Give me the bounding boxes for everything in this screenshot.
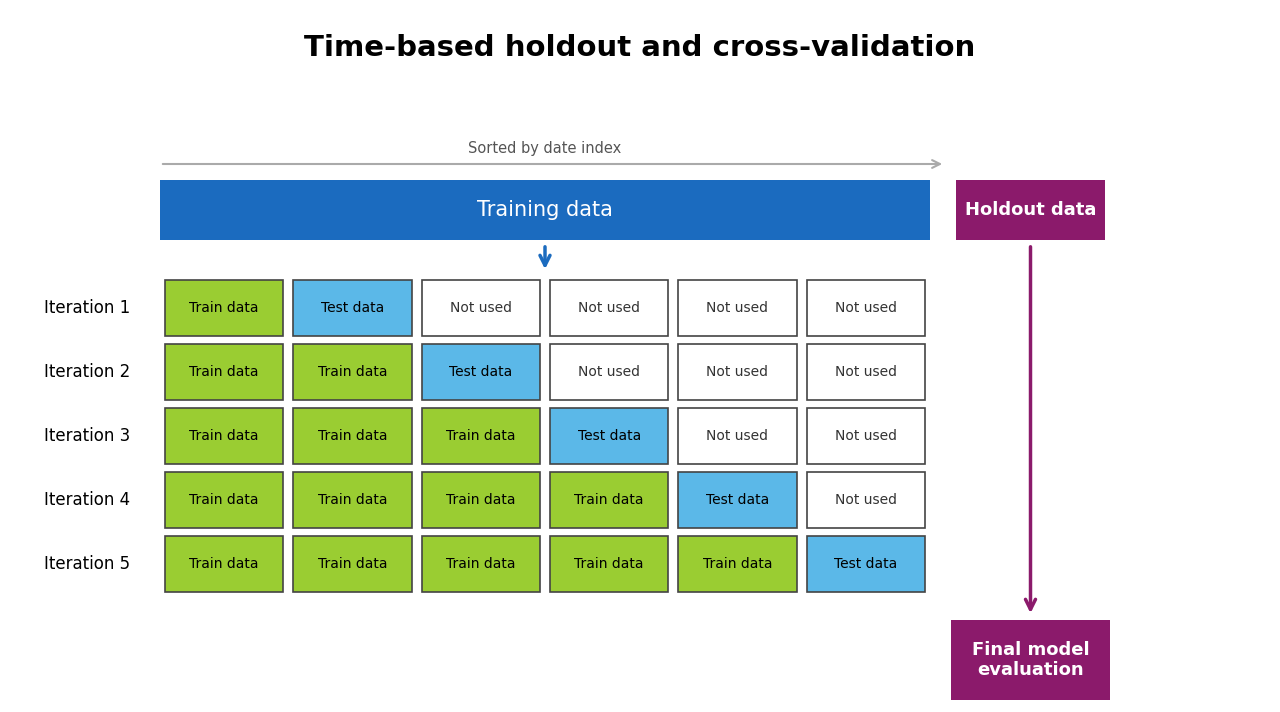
Text: Train data: Train data [317, 493, 388, 507]
Bar [165, 344, 283, 400]
Text: Iteration 2: Iteration 2 [44, 363, 131, 381]
Text: Iteration 3: Iteration 3 [44, 427, 131, 445]
Text: Not used: Not used [835, 301, 897, 315]
Text: Not used: Not used [835, 429, 897, 443]
Bar [160, 180, 931, 240]
Bar [951, 620, 1110, 700]
Bar [806, 280, 925, 336]
Text: Sorted by date index: Sorted by date index [468, 140, 622, 155]
Bar [293, 344, 412, 400]
Text: Iteration 4: Iteration 4 [44, 491, 131, 509]
Text: Train data: Train data [703, 557, 772, 571]
Text: Train data: Train data [575, 493, 644, 507]
Text: Not used: Not used [835, 365, 897, 379]
Text: Test data: Test data [835, 557, 897, 571]
Text: Train data: Train data [189, 557, 259, 571]
Text: Test data: Test data [449, 365, 512, 379]
Text: Not used: Not used [707, 301, 768, 315]
Bar [550, 536, 668, 592]
Text: Not used: Not used [579, 365, 640, 379]
Text: Test data: Test data [705, 493, 769, 507]
Bar [165, 280, 283, 336]
Bar [421, 408, 540, 464]
Bar [421, 472, 540, 528]
Bar [678, 472, 796, 528]
Bar [678, 280, 796, 336]
Bar [956, 180, 1105, 240]
Text: Training data: Training data [477, 200, 613, 220]
Text: Train data: Train data [317, 557, 388, 571]
Bar [421, 280, 540, 336]
Bar [293, 408, 412, 464]
Text: Not used: Not used [835, 493, 897, 507]
Bar [678, 408, 796, 464]
Text: Holdout data: Holdout data [965, 201, 1096, 219]
Text: Train data: Train data [189, 365, 259, 379]
Text: Final model
evaluation: Final model evaluation [972, 641, 1089, 679]
Text: Test data: Test data [321, 301, 384, 315]
Text: Not used: Not used [707, 365, 768, 379]
Bar [421, 344, 540, 400]
Bar [678, 536, 796, 592]
Text: Train data: Train data [189, 429, 259, 443]
Bar [165, 408, 283, 464]
Text: Time-based holdout and cross-validation: Time-based holdout and cross-validation [305, 34, 975, 62]
Text: Iteration 5: Iteration 5 [44, 555, 131, 573]
Bar [293, 280, 412, 336]
Text: Train data: Train data [447, 493, 516, 507]
Bar [550, 344, 668, 400]
Text: Not used: Not used [449, 301, 512, 315]
Text: Train data: Train data [447, 429, 516, 443]
Bar [550, 280, 668, 336]
Bar [806, 536, 925, 592]
Bar [806, 344, 925, 400]
Bar [421, 536, 540, 592]
Text: Iteration 1: Iteration 1 [44, 299, 131, 317]
Text: Not used: Not used [707, 429, 768, 443]
Bar [293, 472, 412, 528]
Text: Train data: Train data [189, 301, 259, 315]
Bar [806, 408, 925, 464]
Bar [165, 536, 283, 592]
Bar [806, 472, 925, 528]
Bar [678, 344, 796, 400]
Text: Train data: Train data [317, 429, 388, 443]
Bar [550, 472, 668, 528]
Bar [165, 472, 283, 528]
Text: Test data: Test data [577, 429, 641, 443]
Text: Train data: Train data [447, 557, 516, 571]
Text: Train data: Train data [189, 493, 259, 507]
Text: Train data: Train data [575, 557, 644, 571]
Text: Train data: Train data [317, 365, 388, 379]
Bar [293, 536, 412, 592]
Text: Not used: Not used [579, 301, 640, 315]
Bar [550, 408, 668, 464]
